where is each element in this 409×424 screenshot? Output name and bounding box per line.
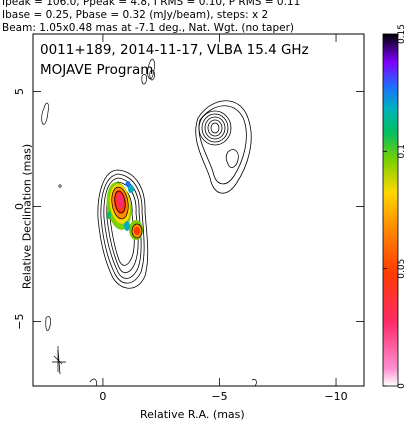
plot-title: 0011+189, 2014-11-17, VLBA 15.4 GHz: [40, 42, 309, 58]
x-axis-label: Relative R.A. (mas): [140, 408, 245, 421]
x-tick-label: 0: [99, 390, 106, 403]
colorbar-tick-label: 0.15: [397, 24, 407, 44]
y-tick-label: 0: [13, 203, 26, 210]
colorbar: [382, 33, 399, 387]
plot-subtitle: MOJAVE Program: [40, 62, 154, 78]
beam-marker: [52, 349, 66, 375]
header-line-1: Ipeak = 106.0, Ppeak = 4.8, I RMS = 0.10…: [2, 0, 301, 8]
y-tick-label: −5: [13, 313, 26, 329]
colorbar-tick-label: 0.05: [397, 259, 407, 279]
y-axis-ticks: 5 0 −5: [13, 88, 364, 330]
x-tick-label: −10: [324, 390, 347, 403]
colorbar-tick-label: 0.1: [397, 144, 407, 158]
noise-contours: [41, 58, 257, 386]
core-emission: [106, 181, 143, 240]
core-inner-contours: [111, 186, 143, 239]
header-line-2: Ibase = 0.25, Pbase = 0.32 (mJy/beam), s…: [2, 9, 269, 21]
y-tick-label: 5: [13, 88, 26, 95]
colorbar-ticks: 0 0.05 0.1 0.15: [383, 24, 407, 389]
outer-jet-contours: [195, 100, 252, 194]
x-axis-ticks: 0 −5 −10: [99, 34, 348, 403]
plot-frame: [32, 33, 365, 387]
y-axis-label: Relative Declination (mas): [20, 143, 34, 290]
colorbar-tick-label: 0: [397, 383, 407, 389]
x-tick-label: −5: [211, 390, 227, 403]
contour-map: [41, 58, 257, 386]
header-line-3: Beam: 1.05x0.48 mas at -7.1 deg., Nat. W…: [2, 22, 295, 34]
